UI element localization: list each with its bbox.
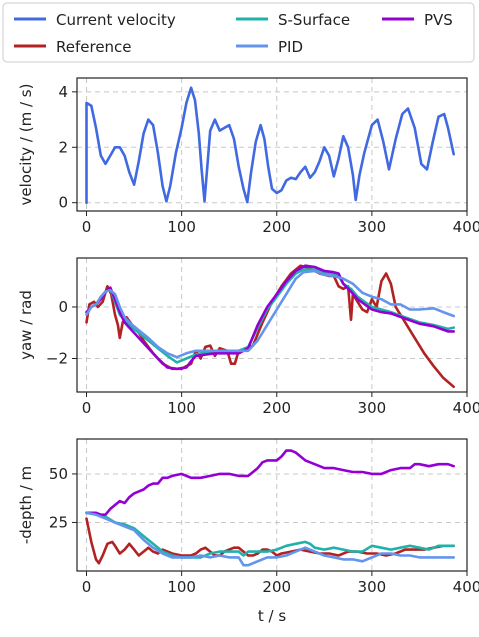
yaw-ytick-label-0: 0 bbox=[58, 298, 68, 316]
velocity-xtick-label-100: 100 bbox=[167, 218, 196, 236]
depth-xtick-label-0: 0 bbox=[82, 578, 92, 596]
yaw-xtick-label-400: 400 bbox=[453, 399, 479, 417]
legend-frame bbox=[2, 2, 475, 63]
legend-label-s-surface: S-Surface bbox=[278, 11, 350, 29]
depth-ytick-label-25: 25 bbox=[49, 513, 68, 531]
depth-xtick-label-400: 400 bbox=[453, 578, 479, 596]
legend-label-pid: PID bbox=[278, 38, 303, 56]
depth-axes-frame bbox=[76, 438, 468, 572]
depth-xlabel: t / s bbox=[258, 607, 286, 625]
legend-label-reference: Reference bbox=[56, 38, 132, 56]
velocity-ytick-label-0: 0 bbox=[58, 194, 68, 212]
velocity-xtick-label-200: 200 bbox=[262, 218, 291, 236]
legend-entry-s-surface: S-Surface bbox=[236, 11, 350, 29]
yaw-series-reference bbox=[85, 264, 455, 389]
velocity-ytick-label-2: 2 bbox=[58, 138, 68, 156]
depth-xtick-label-300: 300 bbox=[358, 578, 387, 596]
depth-xtick-label-200: 200 bbox=[262, 578, 291, 596]
depth-series-pvs bbox=[85, 449, 455, 516]
yaw-panel: 0 100 200 300 400 −2 0 yaw / rad bbox=[17, 257, 479, 417]
yaw-ylabel: yaw / rad bbox=[17, 290, 35, 360]
velocity-xtick-label-400: 400 bbox=[453, 218, 479, 236]
yaw-series-pid bbox=[85, 269, 455, 359]
yaw-xtick-label-100: 100 bbox=[167, 399, 196, 417]
yaw-xtick-label-200: 200 bbox=[262, 399, 291, 417]
legend-entry-reference: Reference bbox=[14, 38, 132, 56]
legend-label-current-velocity: Current velocity bbox=[56, 11, 176, 29]
velocity-ylabel: velocity / (m / s) bbox=[17, 84, 35, 206]
depth-xtick-label-100: 100 bbox=[167, 578, 196, 596]
depth-ytick-label-50: 50 bbox=[49, 465, 68, 483]
legend-entry-pid: PID bbox=[236, 38, 303, 56]
legend-entry-pvs: PVS bbox=[382, 11, 453, 29]
legend: Current velocity Reference S-Surface PID… bbox=[2, 2, 475, 63]
velocity-xtick-label-300: 300 bbox=[358, 218, 387, 236]
yaw-axes-frame bbox=[76, 257, 468, 393]
yaw-xtick-label-0: 0 bbox=[82, 399, 92, 417]
velocity-xtick-label-0: 0 bbox=[82, 218, 92, 236]
depth-series-pid bbox=[85, 511, 455, 567]
velocity-axes-frame bbox=[76, 77, 468, 212]
yaw-series-pvs bbox=[85, 264, 455, 371]
legend-label-pvs: PVS bbox=[424, 11, 453, 29]
velocity-ytick-label-4: 4 bbox=[58, 83, 68, 101]
depth-panel: 0 100 200 300 400 25 50 -depth / m t / s bbox=[17, 438, 479, 625]
yaw-ytick-label-2: −2 bbox=[46, 350, 68, 368]
yaw-xtick-label-300: 300 bbox=[358, 399, 387, 417]
velocity-series-current-velocity bbox=[85, 86, 455, 204]
depth-series-s-surface bbox=[85, 511, 455, 559]
velocity-panel: 0 100 200 300 400 0 2 4 velocity / (m / s) bbox=[17, 77, 479, 236]
depth-ylabel: -depth / m bbox=[17, 466, 35, 544]
legend-entry-current-velocity: Current velocity bbox=[14, 11, 176, 29]
